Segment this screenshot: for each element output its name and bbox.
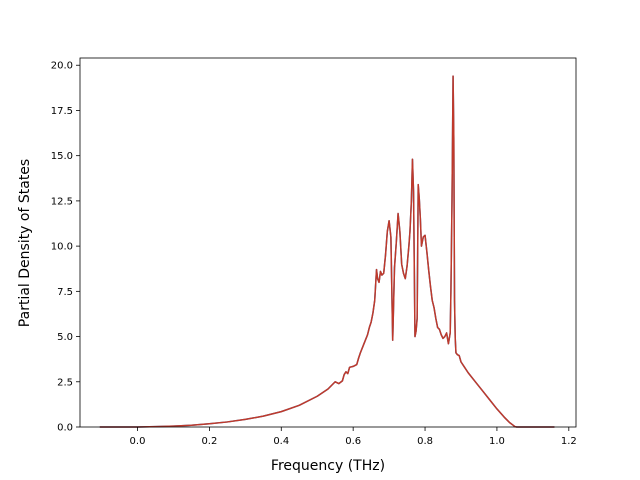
y-tick-label: 5.0 (57, 332, 73, 343)
y-tick-label: 7.5 (57, 287, 73, 298)
plot-frame (79, 57, 577, 428)
y-tick-label: 20.0 (51, 61, 73, 72)
y-tick-label: 17.5 (51, 106, 73, 117)
y-tick-label: 2.5 (57, 377, 73, 388)
x-tick-label: 0.4 (273, 436, 289, 447)
x-tick-label: 0.6 (345, 436, 361, 447)
y-tick-label: 12.5 (51, 196, 73, 207)
x-tick-label: 0.8 (417, 436, 433, 447)
axes-layer: 0.0 0.2 0.4 0.6 0.8 1.0 1.2 0.0 2.5 5.0 7.5 10.0 12.… (51, 57, 577, 447)
x-tick-label: 1.2 (561, 436, 577, 447)
x-tick-label: 0.2 (201, 436, 217, 447)
x-tick-label: 1.0 (489, 436, 505, 447)
y-axis-label: Partial Density of States (17, 159, 33, 327)
plot-layer (99, 75, 555, 428)
pdos-line (99, 75, 555, 428)
y-tick-label: 0.0 (57, 423, 73, 434)
x-axis-label: Frequency (THz) (271, 458, 385, 474)
y-tick-label: 15.0 (51, 151, 73, 162)
y-tick-label: 10.0 (51, 242, 73, 253)
x-tick-label: 0.0 (130, 436, 146, 447)
